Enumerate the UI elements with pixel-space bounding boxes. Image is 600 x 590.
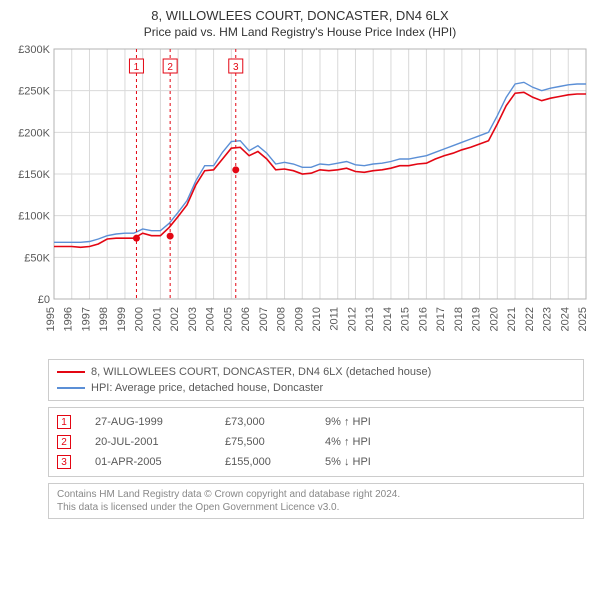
sale-price: £73,000 xyxy=(225,416,325,428)
title-block: 8, WILLOWLEES COURT, DONCASTER, DN4 6LX … xyxy=(6,8,594,39)
svg-text:2021: 2021 xyxy=(506,307,518,331)
svg-text:2024: 2024 xyxy=(559,307,571,331)
svg-text:£300K: £300K xyxy=(18,44,50,56)
chart-subtitle: Price paid vs. HM Land Registry's House … xyxy=(6,25,594,39)
sale-marker-icon: 3 xyxy=(57,455,71,469)
svg-text:2: 2 xyxy=(167,62,173,73)
legend-label: HPI: Average price, detached house, Donc… xyxy=(91,382,323,394)
sale-marker-icon: 2 xyxy=(57,435,71,449)
svg-text:2017: 2017 xyxy=(435,307,447,331)
sale-hpi-delta: 5% ↓ HPI xyxy=(325,456,435,468)
legend-swatch xyxy=(57,371,85,373)
svg-text:£100K: £100K xyxy=(18,211,50,223)
svg-text:2019: 2019 xyxy=(471,307,483,331)
svg-text:£200K: £200K xyxy=(18,127,50,139)
svg-text:2010: 2010 xyxy=(311,307,323,331)
legend-label: 8, WILLOWLEES COURT, DONCASTER, DN4 6LX … xyxy=(91,366,431,378)
svg-text:2009: 2009 xyxy=(293,307,305,331)
svg-text:£250K: £250K xyxy=(18,86,50,98)
sale-date: 01-APR-2005 xyxy=(95,456,225,468)
svg-text:2004: 2004 xyxy=(205,307,217,331)
svg-text:£0: £0 xyxy=(38,294,50,306)
sale-date: 27-AUG-1999 xyxy=(95,416,225,428)
svg-text:2013: 2013 xyxy=(364,307,376,331)
svg-text:2007: 2007 xyxy=(258,307,270,331)
chart-area: £0 £50K £100K £150K £200K £250K £300K 1995 1996 1… xyxy=(6,43,594,353)
svg-text:2020: 2020 xyxy=(488,307,500,331)
svg-text:2025: 2025 xyxy=(577,307,589,331)
sale-marker-icon: 1 xyxy=(57,415,71,429)
attribution: Contains HM Land Registry data © Crown c… xyxy=(48,483,584,519)
sale-row: 1 27-AUG-1999£73,0009% ↑ HPI xyxy=(57,412,575,432)
sale-hpi-delta: 4% ↑ HPI xyxy=(325,436,435,448)
legend: 8, WILLOWLEES COURT, DONCASTER, DN4 6LX … xyxy=(48,359,584,401)
sale-hpi-delta: 9% ↑ HPI xyxy=(325,416,435,428)
sale-price: £155,000 xyxy=(225,456,325,468)
legend-item: 8, WILLOWLEES COURT, DONCASTER, DN4 6LX … xyxy=(57,364,575,380)
legend-item: HPI: Average price, detached house, Donc… xyxy=(57,380,575,396)
svg-text:3: 3 xyxy=(233,62,239,73)
svg-text:2008: 2008 xyxy=(276,307,288,331)
line-chart: £0 £50K £100K £150K £200K £250K £300K 1995 1996 1… xyxy=(6,43,594,353)
svg-text:2014: 2014 xyxy=(382,307,394,331)
svg-text:£150K: £150K xyxy=(18,169,50,181)
svg-text:1999: 1999 xyxy=(116,307,128,331)
svg-text:2018: 2018 xyxy=(453,307,465,331)
svg-text:2015: 2015 xyxy=(400,307,412,331)
sale-date: 20-JUL-2001 xyxy=(95,436,225,448)
svg-text:2003: 2003 xyxy=(187,307,199,331)
svg-text:1: 1 xyxy=(134,62,140,73)
svg-text:2012: 2012 xyxy=(346,307,358,331)
svg-text:2005: 2005 xyxy=(222,307,234,331)
svg-text:2000: 2000 xyxy=(134,307,146,331)
svg-text:£50K: £50K xyxy=(24,252,50,264)
svg-text:2011: 2011 xyxy=(329,307,341,331)
sales-table: 1 27-AUG-1999£73,0009% ↑ HPI 2 20-JUL-2001£… xyxy=(48,407,584,477)
chart-container: 8, WILLOWLEES COURT, DONCASTER, DN4 6LX … xyxy=(0,0,600,527)
svg-text:2001: 2001 xyxy=(151,307,163,331)
attribution-line: Contains HM Land Registry data © Crown c… xyxy=(57,488,575,501)
svg-text:1998: 1998 xyxy=(98,307,110,331)
svg-text:2016: 2016 xyxy=(417,307,429,331)
legend-swatch xyxy=(57,387,85,389)
svg-text:1995: 1995 xyxy=(45,307,57,331)
attribution-line: This data is licensed under the Open Gov… xyxy=(57,501,575,514)
svg-text:1996: 1996 xyxy=(63,307,75,331)
svg-text:2002: 2002 xyxy=(169,307,181,331)
svg-text:2023: 2023 xyxy=(542,307,554,331)
sale-row: 2 20-JUL-2001£75,5004% ↑ HPI xyxy=(57,432,575,452)
sale-row: 3 01-APR-2005£155,0005% ↓ HPI xyxy=(57,452,575,472)
svg-text:2022: 2022 xyxy=(524,307,536,331)
svg-text:1997: 1997 xyxy=(80,307,92,331)
svg-text:2006: 2006 xyxy=(240,307,252,331)
chart-title: 8, WILLOWLEES COURT, DONCASTER, DN4 6LX xyxy=(6,8,594,23)
sale-price: £75,500 xyxy=(225,436,325,448)
